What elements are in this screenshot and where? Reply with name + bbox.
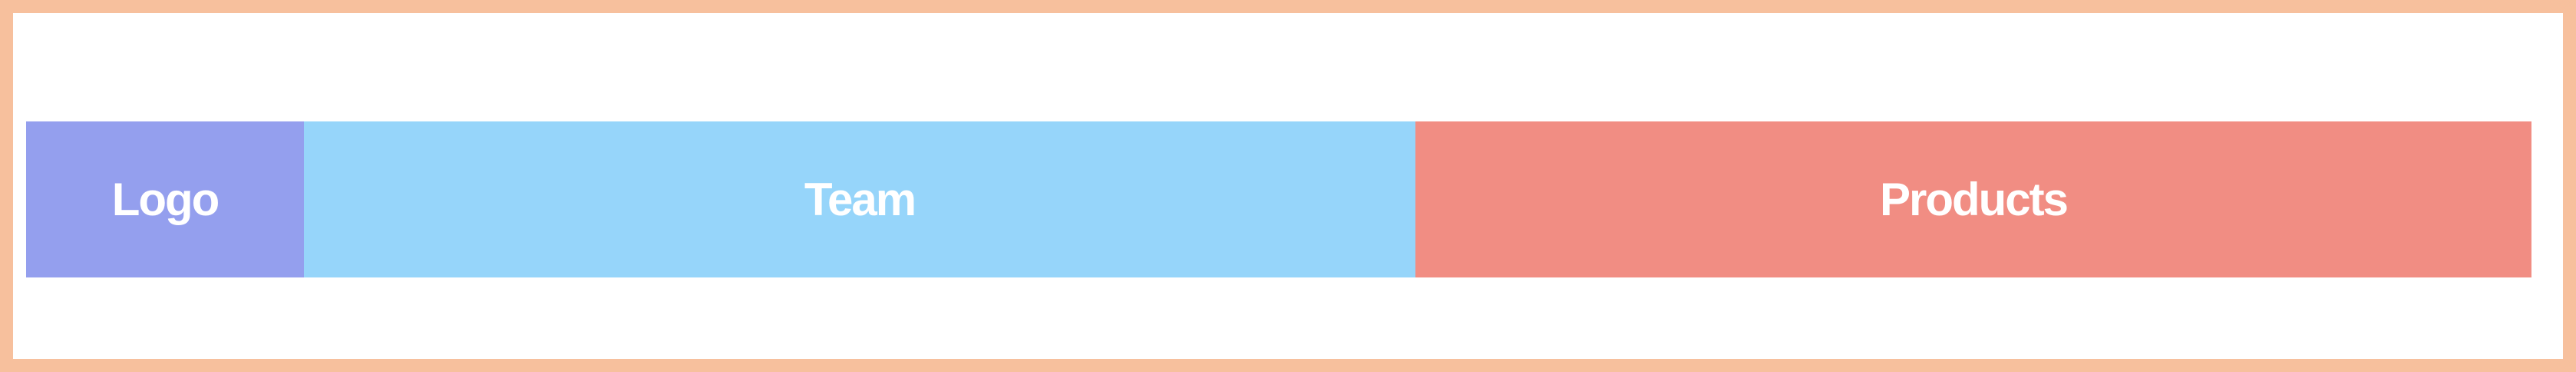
nav-item-team[interactable]: Team [304,121,1415,277]
logo[interactable]: Logo [26,121,304,277]
navigation-bar: Logo Team Products [26,121,2531,277]
nav-item-products[interactable]: Products [1415,121,2531,277]
